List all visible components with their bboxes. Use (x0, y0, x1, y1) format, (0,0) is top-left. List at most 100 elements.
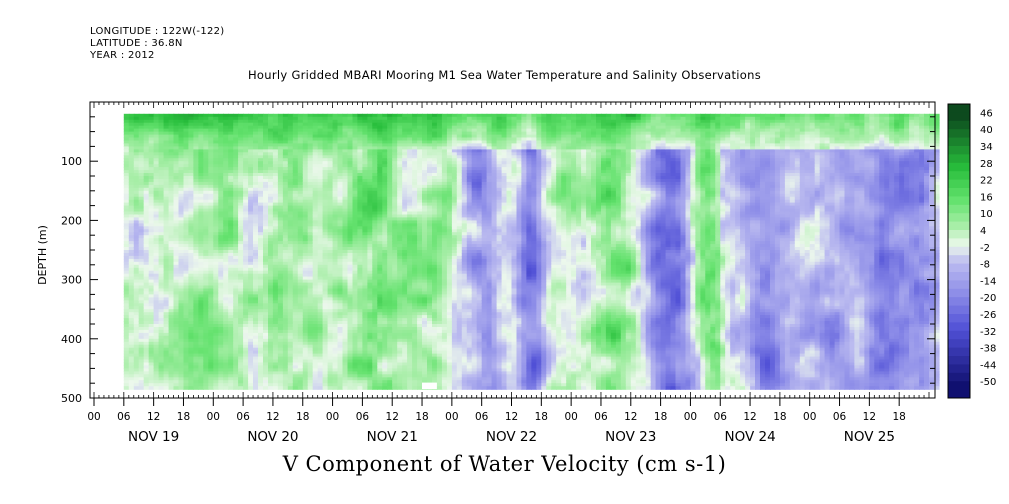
heatmap-cell (183, 297, 190, 301)
heatmap-cell (263, 312, 269, 316)
heatmap-cell (168, 312, 175, 316)
heatmap-cell (218, 140, 224, 145)
heatmap-cell (238, 258, 244, 263)
heatmap-cell (158, 306, 165, 310)
heatmap-cell (153, 173, 160, 177)
heatmap-cell (128, 335, 135, 340)
heatmap-cell (263, 152, 269, 156)
heatmap-cell (268, 285, 274, 290)
heatmap-cell (258, 119, 264, 124)
heatmap-cell (163, 371, 170, 375)
heatmap-cell (183, 193, 190, 198)
heatmap-cell (208, 244, 214, 248)
heatmap-cell (248, 350, 254, 355)
heatmap-cell (292, 176, 299, 180)
heatmap-cell (282, 220, 289, 224)
heatmap-cell (277, 282, 284, 287)
heatmap-cell (272, 125, 279, 130)
heatmap-cell (143, 119, 150, 124)
heatmap-cell (277, 214, 284, 219)
heatmap-cell (208, 241, 214, 245)
heatmap-cell (188, 229, 194, 233)
heatmap-cell (287, 170, 294, 174)
heatmap-cell (128, 247, 135, 251)
heatmap-cell (133, 184, 140, 189)
heatmap-cell (153, 211, 160, 216)
heatmap-cell (263, 187, 269, 192)
heatmap-cell (228, 258, 234, 263)
heatmap-cell (158, 244, 165, 248)
heatmap-cell (198, 122, 204, 127)
heatmap-cell (158, 196, 165, 201)
heatmap-cell (168, 181, 175, 186)
heatmap-cell (228, 365, 234, 369)
heatmap-cell (268, 143, 274, 147)
heatmap-cell (168, 158, 175, 162)
heatmap-cell (198, 327, 204, 331)
heatmap-cell (277, 344, 284, 349)
heatmap-cell (148, 125, 155, 130)
heatmap-cell (243, 223, 249, 227)
heatmap-cell (153, 244, 160, 248)
heatmap-cell (287, 211, 294, 216)
heatmap-cell (138, 285, 145, 290)
heatmap-cell (218, 208, 224, 213)
heatmap-cell (238, 329, 244, 334)
heatmap-cell (238, 247, 244, 251)
heatmap-cell (198, 264, 204, 269)
heatmap-cell (183, 134, 190, 139)
heatmap-cell (123, 232, 130, 236)
heatmap-cell (238, 226, 244, 230)
heatmap-cell (148, 113, 155, 118)
heatmap-cell (282, 264, 289, 269)
heatmap-cell (218, 176, 224, 180)
heatmap-cell (188, 353, 194, 358)
heatmap-cell (168, 276, 175, 281)
heatmap-cell (228, 267, 234, 272)
heatmap-cell (163, 173, 170, 177)
heatmap-cell (282, 208, 289, 213)
heatmap-cell (183, 131, 190, 136)
heatmap-cell (218, 181, 224, 186)
heatmap-cell (233, 297, 239, 301)
heatmap-cell (188, 261, 194, 266)
heatmap-cell (183, 149, 190, 153)
heatmap-cell (178, 247, 185, 251)
heatmap-cell (143, 181, 150, 186)
heatmap-cell (138, 253, 145, 257)
heatmap-cell (128, 347, 135, 352)
heatmap-cell (302, 341, 309, 346)
heatmap-cell (248, 353, 254, 358)
heatmap-cell (213, 217, 219, 221)
heatmap-cell (218, 173, 224, 177)
heatmap-cell (282, 303, 289, 307)
heatmap-cell (203, 214, 209, 219)
heatmap-cell (223, 205, 229, 210)
heatmap-cell (203, 170, 209, 174)
heatmap-cell (287, 318, 294, 322)
heatmap-cell (218, 297, 224, 301)
heatmap-cell (153, 125, 160, 130)
heatmap-cell (193, 232, 199, 236)
heatmap-cell (292, 327, 299, 331)
heatmap-cell (203, 303, 209, 307)
heatmap-cell (193, 217, 199, 221)
heatmap-cell (277, 312, 284, 316)
heatmap-cell (198, 190, 204, 195)
heatmap-cell (282, 119, 289, 124)
heatmap-cell (183, 190, 190, 195)
heatmap-cell (143, 161, 150, 165)
heatmap-cell (302, 229, 309, 233)
heatmap-cell (302, 193, 309, 198)
heatmap-cell (258, 208, 264, 213)
heatmap-cell (263, 140, 269, 145)
heatmap-cell (233, 184, 239, 189)
heatmap-cell (253, 276, 259, 281)
heatmap-cell (302, 199, 309, 204)
heatmap-cell (208, 187, 214, 192)
heatmap-cell (277, 176, 284, 180)
heatmap-cell (248, 149, 254, 153)
heatmap-cell (168, 261, 175, 266)
heatmap-cell (138, 315, 145, 319)
heatmap-cell (302, 143, 309, 147)
